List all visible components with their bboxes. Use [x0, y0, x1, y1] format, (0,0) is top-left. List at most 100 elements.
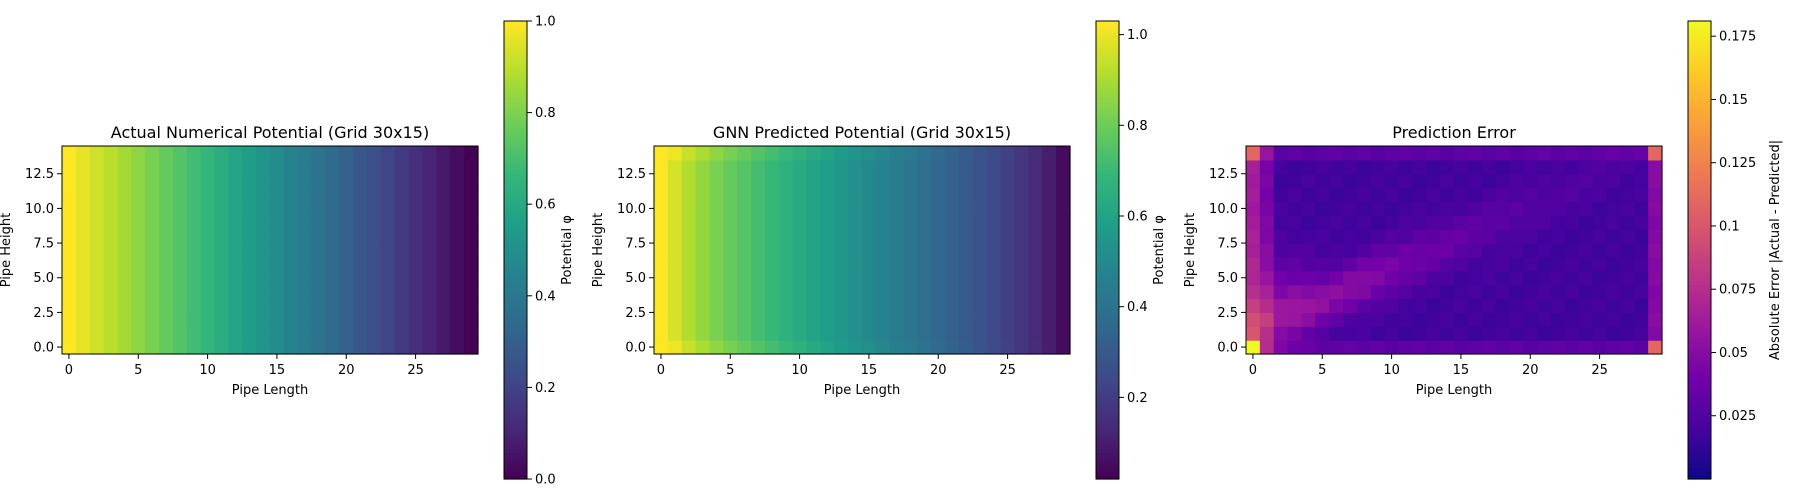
heatmap-cell	[1398, 256, 1413, 272]
heatmap-cell	[159, 312, 174, 327]
heatmap-cell	[214, 270, 229, 286]
y-tick-label: 7.5	[625, 237, 646, 252]
heatmap-cell	[1523, 229, 1538, 244]
heatmap-cell	[1042, 243, 1057, 258]
colorbar-segment	[1688, 181, 1711, 186]
heatmap-cell	[751, 256, 766, 272]
heatmap-cell	[256, 256, 271, 272]
colorbar-segment	[1096, 291, 1119, 297]
heatmap-cell	[380, 173, 396, 189]
heatmap-cell	[89, 187, 105, 203]
heatmap-cell	[464, 159, 479, 175]
heatmap-cell	[228, 215, 243, 230]
heatmap-cell	[1634, 312, 1649, 327]
heatmap-cell	[131, 312, 146, 327]
heatmap-cell	[1454, 215, 1469, 230]
colorbar-segment	[1688, 265, 1711, 270]
heatmap-cell	[681, 312, 697, 327]
colorbar-segment	[1688, 440, 1711, 446]
heatmap-cell	[1426, 229, 1441, 244]
colorbar-segment	[504, 24, 527, 30]
x-tick-label: 0	[657, 363, 665, 378]
colorbar-tick-label: 0.2	[1127, 391, 1148, 406]
heatmap-cell	[1467, 243, 1483, 258]
heatmap-cell	[159, 284, 174, 300]
heatmap-cell	[1370, 201, 1386, 216]
heatmap-cell	[380, 270, 396, 286]
heatmap-cell	[986, 340, 1002, 355]
heatmap-cell	[875, 215, 891, 230]
heatmap-cell	[1315, 312, 1330, 327]
heatmap-cell	[1343, 173, 1358, 189]
heatmap-cell	[283, 146, 299, 161]
heatmap-cell	[186, 340, 202, 355]
heatmap-cell	[764, 284, 780, 300]
heatmap-cell	[1301, 159, 1316, 175]
heatmap-cell	[723, 312, 738, 327]
colorbar-segment	[1688, 456, 1711, 461]
heatmap-cell	[186, 215, 202, 230]
heatmap-cell	[1000, 215, 1016, 230]
colorbar-segment	[1688, 391, 1711, 396]
colorbar-segment	[1688, 36, 1711, 41]
heatmap-cell	[394, 173, 410, 189]
y-tick-label: 10.0	[617, 202, 646, 217]
colorbar-segment	[504, 421, 527, 427]
heatmap-cell	[1426, 298, 1441, 313]
colorbar-segment	[1688, 284, 1711, 289]
heatmap-cell	[242, 229, 257, 244]
colorbar-segment	[1688, 448, 1711, 453]
heatmap-cell	[931, 229, 946, 244]
heatmap-cell	[972, 270, 988, 286]
colorbar-segment	[1096, 368, 1119, 373]
heatmap-cell	[131, 229, 146, 244]
y-tick-label: 5.0	[625, 271, 646, 286]
heatmap-cell	[1370, 159, 1386, 175]
heatmap-cell	[1259, 146, 1275, 161]
heatmap-cell	[131, 340, 146, 355]
heatmap-cell	[394, 146, 410, 161]
heatmap-cell	[1412, 284, 1427, 300]
heatmap-cell	[380, 215, 396, 230]
heatmap-cell	[172, 159, 188, 175]
heatmap-cell	[1398, 229, 1413, 244]
heatmap-cell	[1056, 229, 1071, 244]
heatmap-cell	[464, 326, 479, 341]
heatmap-cell	[436, 243, 451, 258]
heatmap-cell	[1056, 159, 1071, 175]
heatmap-cell	[1481, 173, 1497, 189]
heatmap-cell	[764, 340, 780, 355]
heatmap-cell	[62, 326, 77, 341]
heatmap-cell	[1454, 284, 1469, 300]
heatmap-cell	[1056, 243, 1071, 258]
heatmap-cell	[1259, 243, 1275, 258]
heatmap-cell	[862, 298, 877, 313]
heatmap-cell	[903, 215, 919, 230]
heatmap-cell	[654, 187, 669, 203]
heatmap-cell	[1412, 298, 1427, 313]
colorbar-segment	[1688, 364, 1711, 369]
heatmap-cell	[1592, 187, 1608, 203]
heatmap-cell	[681, 146, 697, 161]
heatmap-cell	[1426, 215, 1441, 230]
heatmap-cell	[145, 284, 160, 300]
heatmap-cell	[1634, 229, 1649, 244]
colorbar-segment	[1096, 131, 1119, 137]
heatmap-cell	[450, 201, 465, 216]
heatmap-cell	[339, 326, 354, 341]
heatmap-cell	[986, 284, 1002, 300]
colorbar-segment	[1096, 349, 1119, 354]
heatmap-cell	[200, 146, 216, 161]
heatmap-cell	[1634, 298, 1649, 313]
heatmap-cell	[959, 159, 974, 175]
heatmap-cell	[228, 229, 243, 244]
heatmap-cell	[1634, 146, 1649, 161]
heatmap-cell	[764, 215, 780, 230]
heatmap-cell	[1481, 159, 1497, 175]
heatmap-cell	[422, 326, 437, 341]
colorbar-segment	[1688, 59, 1711, 64]
heatmap-cell	[1495, 173, 1511, 189]
heatmap-cell	[1014, 256, 1029, 272]
heatmap-cell	[903, 256, 919, 272]
heatmap-cell	[353, 298, 368, 313]
